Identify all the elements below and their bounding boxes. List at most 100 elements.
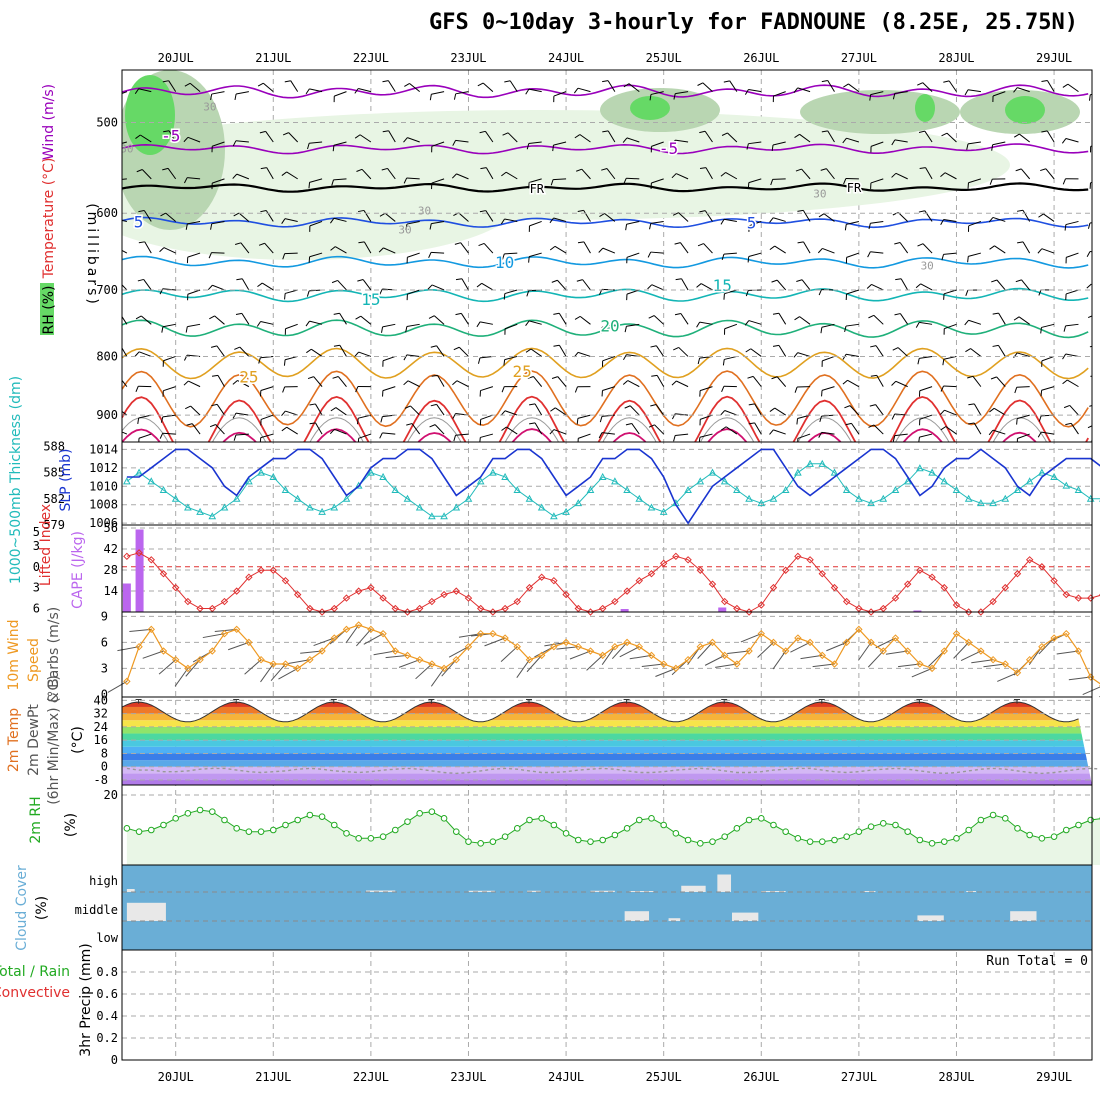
wind-barb <box>407 289 420 295</box>
isotherm-label: -5 <box>659 139 678 158</box>
wind-barb <box>919 321 933 325</box>
rh-marker <box>233 825 240 832</box>
top-date-label: 26JUL <box>743 51 779 65</box>
rh-contour <box>895 417 950 442</box>
wind-barb <box>754 403 762 416</box>
cloud-gap <box>366 890 396 892</box>
panel-frame <box>121 949 1093 1061</box>
wind-barb <box>187 252 201 258</box>
surface-wind-barb <box>448 646 469 658</box>
surface-wind-barb <box>270 663 286 681</box>
wind-speed-marker <box>928 664 936 673</box>
rh-region <box>125 75 175 155</box>
wind-barb <box>602 355 616 362</box>
slp-axis-label: SLP (mb) <box>58 448 74 511</box>
wind-barb-flag <box>357 209 365 213</box>
thickness-marker <box>977 499 985 507</box>
wind-barb <box>1019 133 1030 143</box>
wind-barb-flag <box>282 386 286 393</box>
wind-barb-flag <box>382 80 389 83</box>
wind-barb <box>168 80 177 92</box>
wind-barb <box>748 220 762 227</box>
lifted-index-marker <box>623 587 631 595</box>
wind-barb-flag <box>501 253 505 260</box>
wind-barb-flag <box>796 418 799 425</box>
wind-barb <box>699 321 713 325</box>
wind-barb-flag <box>549 217 554 224</box>
surface-wind-barb <box>997 672 1018 682</box>
wind-barb-flag <box>892 93 896 100</box>
wind-barb-flag <box>598 432 603 439</box>
wind-barb <box>509 80 518 92</box>
wind-barb-flag <box>183 380 189 386</box>
wind-speed-marker <box>635 642 643 651</box>
wind-barb-flag <box>331 279 338 284</box>
lifted-index-marker <box>1025 556 1034 564</box>
wind-barb <box>1096 375 1100 386</box>
thickness-marker <box>598 472 607 480</box>
wind-speed-marker <box>318 647 326 655</box>
wind-speed-marker <box>989 655 997 664</box>
wind-barb-flag <box>574 134 581 139</box>
wind-speed-marker <box>684 655 692 664</box>
wind-barb <box>480 433 494 438</box>
wind-barb-flag <box>330 407 337 412</box>
wind-barb-flag <box>600 327 603 334</box>
wind-barb <box>1089 250 1092 253</box>
rh-marker <box>1001 815 1009 822</box>
temp-band-layer <box>122 702 1092 785</box>
wind-tick-label: 3 <box>101 661 108 675</box>
wind-barb-flag <box>649 223 652 230</box>
wind-barb-flag <box>675 278 682 281</box>
surface-wind-barb <box>356 629 372 647</box>
lifted-index-marker <box>940 583 948 592</box>
wind-barb-flag <box>673 93 676 100</box>
wind-barb-flag <box>1064 224 1067 231</box>
wind-barb-flag <box>501 386 505 393</box>
thickness-axis-label: 1000~500mb Thickness (dm) <box>8 376 24 584</box>
wind-speed-marker <box>1086 673 1095 681</box>
wind-barb-flag <box>697 82 704 86</box>
slp-tick-label: 1008 <box>89 498 118 512</box>
surface-wind-barb <box>757 641 774 658</box>
wind-barb <box>704 130 713 143</box>
wind-barb-flag <box>135 315 142 320</box>
rh-marker <box>538 815 545 822</box>
lifted-index-marker <box>489 608 497 616</box>
rh-marker <box>489 838 497 845</box>
wind-barb <box>163 247 176 254</box>
wind-barb-flag <box>284 293 286 300</box>
wind-barb <box>968 220 982 227</box>
surface-wind-barb <box>500 646 518 662</box>
wind-barb-flag <box>330 246 336 251</box>
wind-barb-flag <box>797 241 804 244</box>
wind-barb <box>334 428 347 435</box>
bottom-date-label: 23JUL <box>450 1070 486 1084</box>
wind-barb <box>188 380 201 388</box>
wind-barb-flag <box>526 290 530 297</box>
thickness-marker <box>489 468 497 476</box>
thickness-marker <box>379 472 387 480</box>
wind-barb-flag <box>577 241 585 244</box>
wind-barb-flag <box>870 345 877 348</box>
surface-wind-barb <box>129 628 152 633</box>
wind-barb <box>582 279 591 291</box>
wind-barb <box>870 178 884 184</box>
wind-barb-flag <box>236 278 243 281</box>
wind-barb <box>846 289 860 295</box>
lifted-index-marker <box>513 597 521 606</box>
thickness-marker <box>720 477 729 485</box>
rh-contour <box>504 417 560 442</box>
wind-barb <box>290 80 299 92</box>
wind-barb <box>528 141 542 144</box>
cape-bar <box>913 610 922 612</box>
wind-speed-marker <box>135 642 143 651</box>
wind-barb-flag <box>525 88 530 95</box>
wind-barb-flag <box>452 140 457 146</box>
wind-barb-flag <box>210 345 218 348</box>
rh-contour-label: 30 <box>418 205 431 218</box>
wind-barb-flag <box>964 89 969 96</box>
cloud-tick-label: middle <box>75 903 118 917</box>
surface-wind-barb <box>556 646 579 650</box>
wind-barb <box>363 241 372 254</box>
